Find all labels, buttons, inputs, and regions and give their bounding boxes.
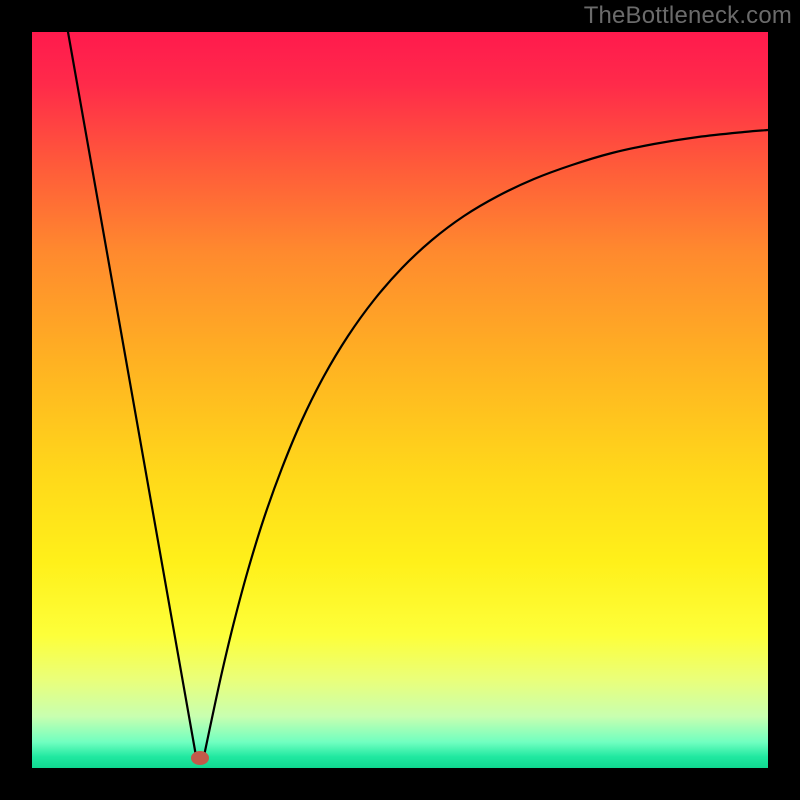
chart-svg (0, 0, 800, 800)
watermark-text: TheBottleneck.com (584, 2, 792, 30)
minimum-marker (191, 751, 209, 765)
figure-container: TheBottleneck.com (0, 0, 800, 800)
plot-area (0, 0, 800, 800)
